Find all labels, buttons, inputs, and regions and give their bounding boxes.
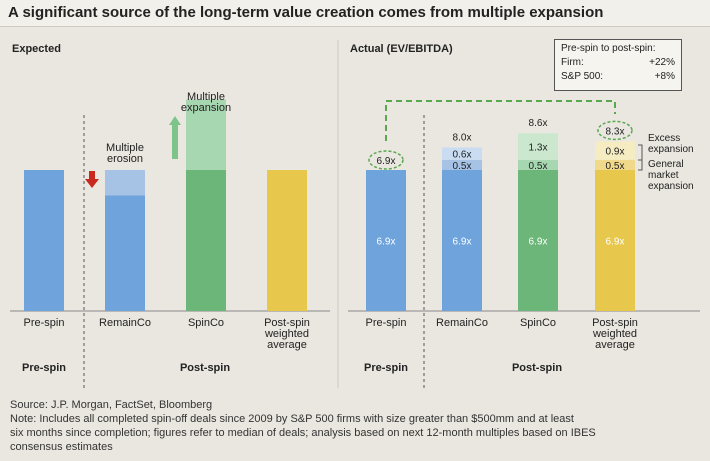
change-summary-row-sp500: S&P 500: +8%: [561, 71, 675, 84]
bar-pre-spin: [24, 170, 64, 311]
legend-label: General: [648, 159, 684, 170]
arrow-down-icon: [85, 171, 99, 188]
panel-title: Expected: [12, 43, 61, 55]
change-summary-box: Pre-spin to post-spin: Firm: +22% S&P 50…: [554, 39, 682, 91]
row-label: Firm:: [561, 57, 584, 68]
total-label: 8.6x: [529, 118, 548, 129]
tick-label: SpinCo: [188, 317, 224, 329]
bar-segment-general-expansion: [442, 159, 482, 170]
group-label: Pre-spin: [22, 362, 66, 374]
data-label: 6.9x: [606, 237, 625, 248]
legend-bracket: [638, 159, 643, 171]
change-summary-row-firm: Firm: +22%: [561, 57, 675, 70]
tick-label: average: [595, 339, 635, 351]
row-value: +8%: [654, 71, 675, 82]
legend-label: Excess: [648, 133, 680, 144]
total-label: 8.3x: [606, 126, 625, 137]
bar-segment-base: [595, 170, 635, 311]
row-label: S&P 500:: [561, 71, 604, 82]
page-title: A significant source of the long-term va…: [8, 4, 604, 21]
bar-erosion-segment: [105, 170, 145, 196]
tick-label: SpinCo: [520, 317, 556, 329]
data-label: 0.6x: [453, 150, 472, 161]
legend-label: expansion: [648, 181, 694, 192]
note-line: six months since completion; figures ref…: [10, 427, 596, 439]
note-line: consensus estimates: [10, 441, 113, 453]
total-label: 6.9x: [377, 156, 396, 167]
change-summary-title: Pre-spin to post-spin:: [561, 43, 656, 54]
data-label: 6.9x: [377, 237, 396, 248]
annotation-label: expansion: [181, 102, 231, 114]
data-label: 6.9x: [453, 237, 472, 248]
bar-segment-base: [366, 170, 406, 311]
tick-label: weighted: [592, 328, 637, 340]
total-highlight-ring: [597, 120, 633, 141]
bar-weighted-average: [267, 170, 307, 311]
note-line: Note: Includes all completed spin-off de…: [10, 413, 574, 425]
data-label: 1.3x: [529, 143, 548, 154]
arrow-up-shaft: [172, 131, 178, 159]
title-bar: A significant source of the long-term va…: [0, 0, 710, 27]
bar-segment-excess-expansion: [595, 141, 635, 160]
group-label: Post-spin: [512, 362, 562, 374]
bar-segment-excess-expansion: [442, 147, 482, 160]
total-highlight-ring: [368, 150, 404, 170]
annotation-label: erosion: [107, 153, 143, 165]
panel-title: Actual (EV/EBITDA): [350, 43, 453, 55]
source-text: Source: J.P. Morgan, FactSet, Bloomberg: [10, 399, 213, 411]
tick-label: Post-spin: [592, 317, 638, 329]
data-label: 0.5x: [606, 161, 625, 172]
arrow-up-icon: [169, 116, 181, 131]
data-label: 0.5x: [453, 161, 472, 172]
bar-segment-base: [518, 170, 558, 311]
bar-segment-excess-expansion: [518, 133, 558, 160]
tick-label: weighted: [264, 328, 309, 340]
row-value: +22%: [649, 57, 675, 68]
legend-label: expansion: [648, 144, 694, 155]
legend-bracket: [638, 144, 643, 161]
group-label: Post-spin: [180, 362, 230, 374]
tick-label: Pre-spin: [24, 317, 65, 329]
legend-label: market: [648, 170, 679, 181]
data-label: 6.9x: [529, 237, 548, 248]
annotation-label: Multiple: [106, 142, 144, 154]
bar-segment-general-expansion: [518, 159, 558, 170]
tick-label: average: [267, 339, 307, 351]
tick-label: RemainCo: [436, 317, 488, 329]
group-label: Pre-spin: [364, 362, 408, 374]
total-label: 8.0x: [453, 133, 472, 144]
bar-segment-general-expansion: [595, 159, 635, 170]
tick-label: Pre-spin: [366, 317, 407, 329]
data-label: 0.5x: [529, 161, 548, 172]
bar-spinco: [186, 170, 226, 311]
comparison-connector: [385, 100, 616, 141]
tick-label: Post-spin: [264, 317, 310, 329]
tick-label: RemainCo: [99, 317, 151, 329]
bar-segment-base: [442, 170, 482, 311]
annotation-label: Multiple: [187, 91, 225, 103]
bar-expansion-segment: [186, 99, 226, 170]
bar-remainco: [105, 195, 145, 311]
data-label: 0.9x: [606, 147, 625, 158]
